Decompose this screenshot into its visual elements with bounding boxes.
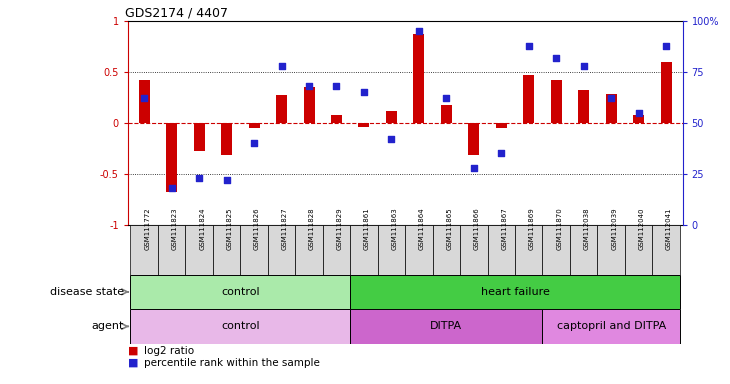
- Point: [166, 185, 177, 191]
- Bar: [653, 225, 680, 275]
- Bar: [413, 34, 424, 123]
- Text: DITPA: DITPA: [430, 321, 462, 331]
- Bar: [433, 225, 460, 275]
- Text: GDS2174 / 4407: GDS2174 / 4407: [125, 7, 228, 20]
- Bar: [268, 225, 296, 275]
- Text: control: control: [221, 287, 260, 297]
- Point: [385, 136, 397, 142]
- Bar: [441, 104, 452, 123]
- Point: [358, 89, 370, 95]
- Text: GSM112038: GSM112038: [584, 207, 590, 250]
- Text: GSM111867: GSM111867: [502, 207, 507, 250]
- Text: GSM111827: GSM111827: [282, 207, 288, 250]
- Bar: [331, 115, 342, 123]
- Bar: [496, 123, 507, 128]
- Point: [496, 151, 507, 157]
- Bar: [249, 123, 260, 128]
- Text: heart failure: heart failure: [480, 287, 550, 297]
- Text: GSM111870: GSM111870: [556, 207, 562, 250]
- Bar: [304, 87, 315, 123]
- Text: GSM111866: GSM111866: [474, 207, 480, 250]
- Point: [523, 43, 534, 49]
- Text: GSM111863: GSM111863: [391, 207, 397, 250]
- Bar: [625, 225, 653, 275]
- Point: [139, 95, 150, 101]
- Bar: [488, 225, 515, 275]
- Bar: [460, 225, 488, 275]
- Bar: [185, 225, 213, 275]
- Bar: [550, 80, 561, 123]
- Bar: [570, 225, 597, 275]
- Text: GSM112039: GSM112039: [611, 207, 617, 250]
- Bar: [323, 225, 350, 275]
- Text: agent: agent: [92, 321, 124, 331]
- Text: ■: ■: [128, 346, 138, 356]
- Text: control: control: [221, 321, 260, 331]
- Point: [220, 177, 232, 183]
- Bar: [350, 309, 542, 344]
- Text: disease state: disease state: [50, 287, 124, 297]
- Bar: [221, 123, 232, 156]
- Text: GSM111828: GSM111828: [309, 207, 315, 250]
- Text: percentile rank within the sample: percentile rank within the sample: [144, 358, 320, 368]
- Text: GSM111865: GSM111865: [446, 207, 453, 250]
- Bar: [606, 94, 617, 123]
- Point: [248, 140, 260, 146]
- Text: GSM111824: GSM111824: [199, 207, 205, 250]
- Bar: [377, 225, 405, 275]
- Text: GSM111825: GSM111825: [226, 207, 233, 250]
- Point: [193, 175, 205, 181]
- Bar: [386, 111, 397, 123]
- Bar: [350, 275, 680, 309]
- Text: GSM112041: GSM112041: [666, 207, 672, 250]
- Bar: [131, 225, 158, 275]
- Bar: [597, 225, 625, 275]
- Text: GSM111869: GSM111869: [529, 207, 535, 250]
- Bar: [350, 225, 377, 275]
- Point: [413, 28, 425, 35]
- Text: GSM111829: GSM111829: [337, 207, 342, 250]
- Bar: [158, 225, 185, 275]
- Bar: [358, 123, 369, 127]
- Text: GSM111864: GSM111864: [419, 207, 425, 250]
- Bar: [523, 75, 534, 123]
- Bar: [578, 90, 589, 123]
- Text: GSM111826: GSM111826: [254, 207, 260, 250]
- Bar: [131, 275, 350, 309]
- Point: [276, 63, 288, 69]
- Bar: [661, 62, 672, 123]
- Text: GSM112040: GSM112040: [639, 207, 645, 250]
- Point: [633, 110, 645, 116]
- Bar: [405, 225, 433, 275]
- Bar: [213, 225, 240, 275]
- Bar: [469, 123, 480, 156]
- Point: [331, 83, 342, 89]
- Text: GSM111823: GSM111823: [172, 207, 177, 250]
- Point: [578, 63, 590, 69]
- Point: [605, 95, 617, 101]
- Bar: [166, 123, 177, 192]
- Bar: [131, 309, 350, 344]
- Bar: [296, 225, 323, 275]
- Point: [303, 83, 315, 89]
- Point: [468, 165, 480, 171]
- Bar: [240, 225, 268, 275]
- Text: captopril and DITPA: captopril and DITPA: [556, 321, 666, 331]
- Bar: [542, 309, 680, 344]
- Bar: [633, 115, 644, 123]
- Bar: [139, 80, 150, 123]
- Bar: [193, 123, 204, 151]
- Text: GSM111772: GSM111772: [145, 207, 150, 250]
- Text: log2 ratio: log2 ratio: [144, 346, 194, 356]
- Point: [440, 95, 452, 101]
- Point: [550, 55, 562, 61]
- Text: ■: ■: [128, 358, 138, 368]
- Bar: [276, 95, 287, 123]
- Bar: [515, 225, 542, 275]
- Text: GSM111861: GSM111861: [364, 207, 370, 250]
- Bar: [542, 225, 570, 275]
- Point: [660, 43, 672, 49]
